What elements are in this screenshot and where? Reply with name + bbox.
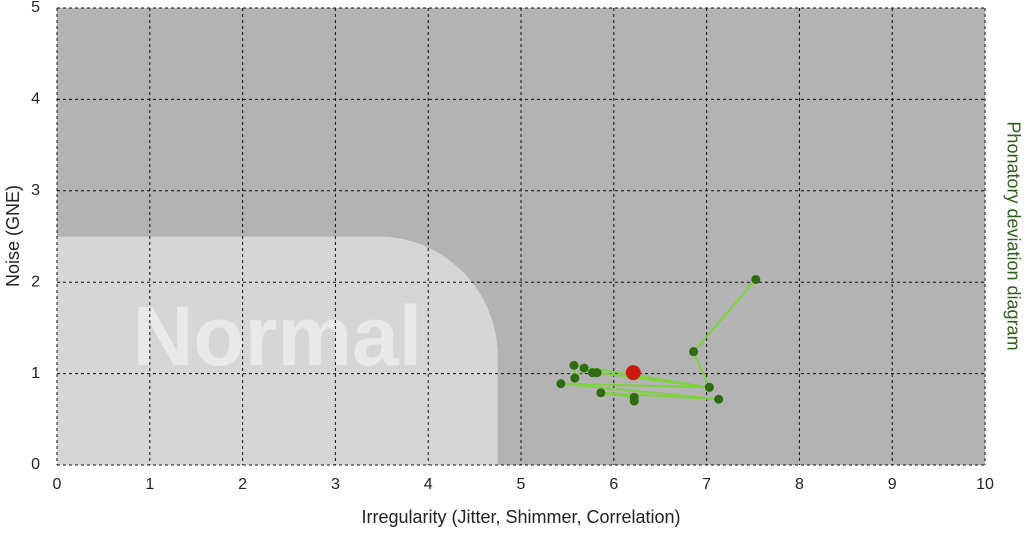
normal-region-group: Normal [57,236,498,465]
y-tick-label: 5 [31,0,40,16]
x-tick-label: 10 [976,476,994,493]
y-tick-label: 1 [31,365,40,382]
x-tick-label: 9 [888,476,897,493]
x-tick-label: 3 [331,476,340,493]
data-point [629,396,639,406]
y-axis-label: Noise (GNE) [3,185,23,287]
data-point [714,394,724,404]
data-point [570,373,580,383]
data-point [751,274,761,284]
grid [56,7,986,466]
mean-point [625,365,641,381]
y-tick-label: 4 [31,91,40,108]
data-point [592,368,602,378]
x-tick-label: 1 [145,476,154,493]
x-tick-label: 2 [238,476,247,493]
data-point [579,363,589,373]
data-point [596,388,606,398]
x-tick-label: 5 [517,476,526,493]
x-tick-label: 0 [53,476,62,493]
chart-title: Phonatory deviation diagram [1003,121,1023,350]
y-tick-label: 0 [31,456,40,473]
normal-label: Normal [133,289,422,383]
x-tick-label: 6 [609,476,618,493]
x-tick-label: 8 [795,476,804,493]
normal-region [57,236,498,465]
x-axis-label: Irregularity (Jitter, Shimmer, Correlati… [361,507,680,527]
y-tick-label: 2 [31,273,40,290]
data-point [689,347,699,357]
data-point [556,379,566,389]
x-tick-label: 7 [702,476,711,493]
y-tick-label: 3 [31,182,40,199]
x-tick-label: 4 [424,476,433,493]
data-point [704,382,714,392]
data-point [569,360,579,370]
